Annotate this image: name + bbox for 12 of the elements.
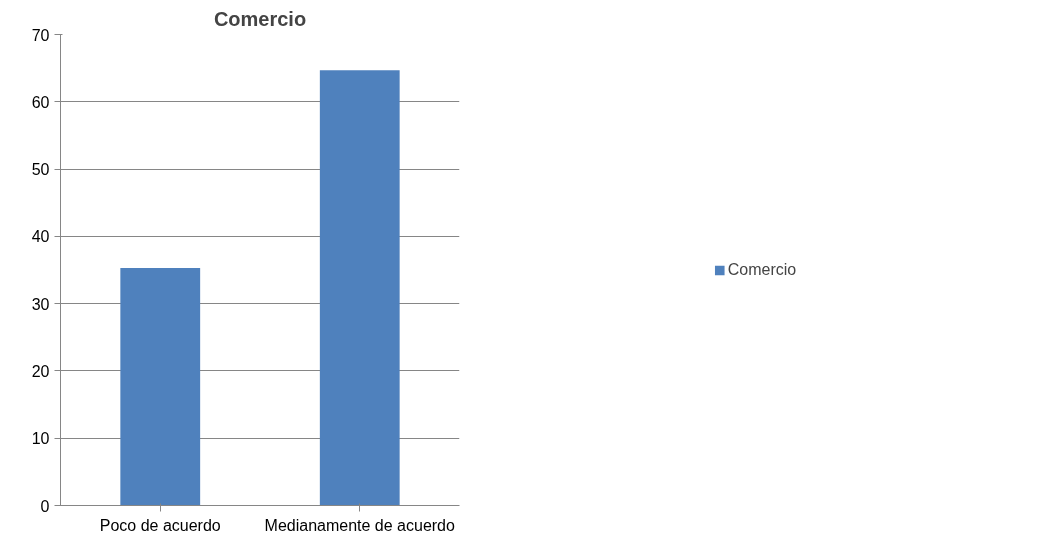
y-tick-label: 10 <box>31 430 50 448</box>
y-tick-label: 0 <box>40 497 50 515</box>
chart-title: Comercio <box>213 7 307 30</box>
legend-label: Comercio <box>727 260 797 279</box>
y-tick-label: 30 <box>31 295 50 313</box>
y-tick-label: 20 <box>31 362 50 380</box>
y-tick-label: 40 <box>31 228 50 246</box>
y-tick-label: 70 <box>31 26 50 44</box>
y-tick-label: 60 <box>31 93 50 111</box>
y-tick-label: 50 <box>31 161 50 179</box>
x-tick-label: Medianamente de acuerdo <box>264 516 456 534</box>
x-tick-label: Poco de acuerdo <box>99 516 221 534</box>
